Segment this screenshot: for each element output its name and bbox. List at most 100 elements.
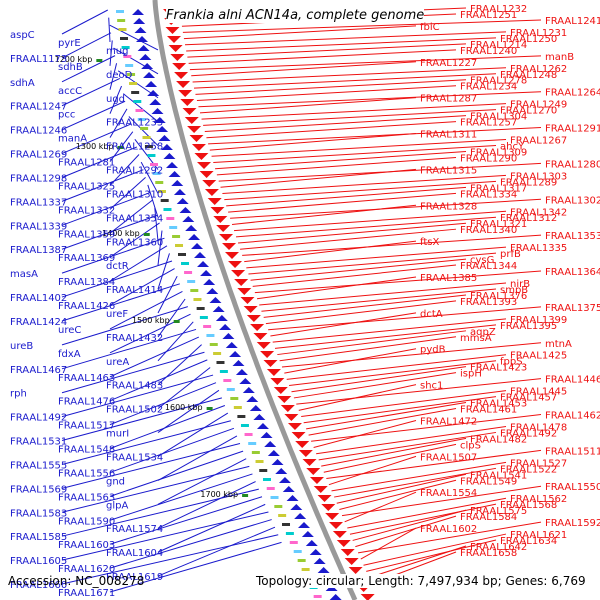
forward-gene-feature xyxy=(151,108,164,114)
gene-connector-right xyxy=(199,97,417,114)
gene-label-left: FRAAL1569 xyxy=(10,484,67,495)
gene-connector-right xyxy=(186,37,497,52)
forward-gene-feature xyxy=(153,117,166,123)
reverse-gene-feature xyxy=(165,27,180,34)
forward-gene-feature xyxy=(156,126,169,132)
gene-label-right: FRAAL1376 xyxy=(470,291,527,302)
gene-label-left: FRAAL1426 xyxy=(58,301,115,312)
scale-tick-label: 1500 kbp xyxy=(132,316,170,325)
gene-label-right: aqpZ xyxy=(470,327,496,338)
reverse-gene-feature xyxy=(216,225,231,232)
forward-gene-feature xyxy=(149,99,162,105)
gene-label-left: dctR xyxy=(106,261,129,272)
gene-label-left: FRAAL1467 xyxy=(10,365,67,376)
gene-label-right: FRAAL1461 xyxy=(460,405,517,416)
gene-label-left: FRAAL1605 xyxy=(10,556,67,567)
reverse-gene-feature xyxy=(260,351,275,358)
gene-connector-right xyxy=(195,79,467,95)
annotation-feature xyxy=(137,118,146,121)
forward-gene-feature xyxy=(171,180,184,186)
gene-connector-right xyxy=(220,168,417,188)
annotation-feature xyxy=(172,235,181,238)
gene-label-right: FRAAL1312 xyxy=(500,213,557,224)
gene-connector-right xyxy=(306,402,467,430)
gene-connector-left xyxy=(122,93,159,123)
reverse-gene-feature xyxy=(191,144,206,151)
gene-label-right: FRAAL1335 xyxy=(510,243,567,254)
gene-label-left: aspC xyxy=(10,30,35,41)
annotation-feature xyxy=(223,379,232,382)
gene-label-right: FRAAL1453 xyxy=(470,399,527,410)
reverse-gene-feature xyxy=(246,315,261,322)
forward-gene-feature xyxy=(137,45,150,51)
reverse-gene-feature xyxy=(228,261,243,268)
reverse-gene-feature xyxy=(184,117,199,124)
gene-label-left: FRAAL1402 xyxy=(10,293,67,304)
gene-label-right: FRAAL1290 xyxy=(460,153,517,164)
gene-connector-right xyxy=(233,210,507,232)
gene-connector-right xyxy=(289,360,497,387)
gene-connector-right xyxy=(263,294,467,318)
genome-backbone xyxy=(152,0,358,600)
gene-connector-right xyxy=(301,390,507,418)
gene-label-left: FRAAL1463 xyxy=(58,373,115,384)
gene-label-right: FRAAL1302 xyxy=(545,195,600,206)
gene-connector-left xyxy=(140,161,159,194)
gene-label-left: FRAAL1339 xyxy=(10,221,67,232)
reverse-gene-feature xyxy=(180,99,195,106)
gene-connector-right xyxy=(222,174,507,194)
forward-gene-feature xyxy=(166,162,179,168)
reverse-gene-feature xyxy=(295,441,310,448)
scale-tick-label: 1600 kbp xyxy=(165,403,203,412)
reverse-gene-feature xyxy=(207,198,222,205)
scale-tick-label: 1200 kbp xyxy=(55,55,93,64)
annotation-feature xyxy=(278,514,287,517)
gene-label-right: FRAAL1227 xyxy=(420,58,477,69)
reverse-gene-feature xyxy=(325,513,340,520)
gene-label-left: glpA xyxy=(106,500,128,511)
gene-label-right: FRAAL1478 xyxy=(510,422,567,433)
gene-connector-right xyxy=(270,312,417,337)
reverse-gene-feature xyxy=(187,126,202,133)
gene-label-right: FRAAL1393 xyxy=(460,297,517,308)
gene-connector-right xyxy=(189,55,542,71)
gene-connector-right xyxy=(224,180,497,201)
annotation-feature xyxy=(140,127,149,130)
forward-gene-feature xyxy=(168,171,181,177)
gene-label-left: FRAAL1563 xyxy=(58,492,115,503)
gene-label-left: FRAAL1555 xyxy=(10,460,67,471)
gene-label-right: FRAAL1251 xyxy=(460,10,517,21)
forward-gene-feature xyxy=(158,135,171,141)
forward-gene-feature xyxy=(239,378,252,384)
gene-connector-left xyxy=(154,207,159,242)
gene-label-right: FRAAL1423 xyxy=(470,363,527,374)
annotation-feature xyxy=(270,496,279,499)
gene-connector-right xyxy=(191,61,417,77)
forward-gene-feature xyxy=(197,261,210,267)
gene-connector-right xyxy=(256,276,417,300)
gene-label-left: deoD xyxy=(106,70,133,81)
gene-connector-right xyxy=(213,144,497,163)
annotation-feature xyxy=(116,10,125,13)
gene-connector-right xyxy=(311,414,542,442)
gene-connector-right xyxy=(341,485,542,517)
gene-connector-right xyxy=(368,545,467,579)
gene-connector-right xyxy=(357,521,542,554)
annotation-feature xyxy=(282,523,291,526)
gene-label-right: shc1 xyxy=(420,381,443,392)
forward-gene-feature xyxy=(301,531,314,537)
gene-connector-left xyxy=(109,40,113,66)
gene-label-left: FRAAL1298 xyxy=(10,173,67,184)
annotation-feature xyxy=(144,145,153,148)
gene-connector-left xyxy=(128,116,159,146)
forward-gene-feature xyxy=(200,270,213,276)
reverse-gene-feature xyxy=(329,522,344,529)
gene-connector-left xyxy=(109,85,122,114)
scale-tick-label: 1300 kbp xyxy=(76,142,114,151)
gene-label-right: FRAAL1344 xyxy=(460,261,517,272)
gene-connector-left xyxy=(61,146,138,178)
annotation-feature xyxy=(251,451,260,454)
gene-label-right: dctA xyxy=(420,309,443,320)
forward-gene-feature xyxy=(232,360,245,366)
gene-connector-right xyxy=(252,264,457,287)
